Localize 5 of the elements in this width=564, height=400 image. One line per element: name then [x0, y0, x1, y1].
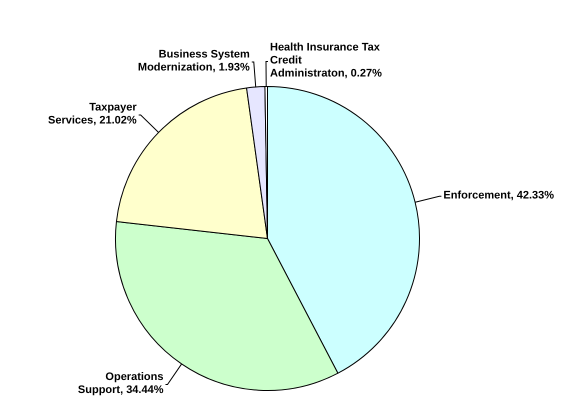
- slice-label: Health Insurance Tax Credit Administraton, 0.27%: [270, 42, 382, 80]
- slice-label: Operations Support, 34.44%: [78, 371, 164, 396]
- slice-label: Enforcement, 42.33%: [443, 189, 554, 202]
- slice-label: Business System Modernization, 1.93%: [138, 48, 250, 74]
- slice-label: Taxpayer Services, 21.02%: [48, 102, 138, 127]
